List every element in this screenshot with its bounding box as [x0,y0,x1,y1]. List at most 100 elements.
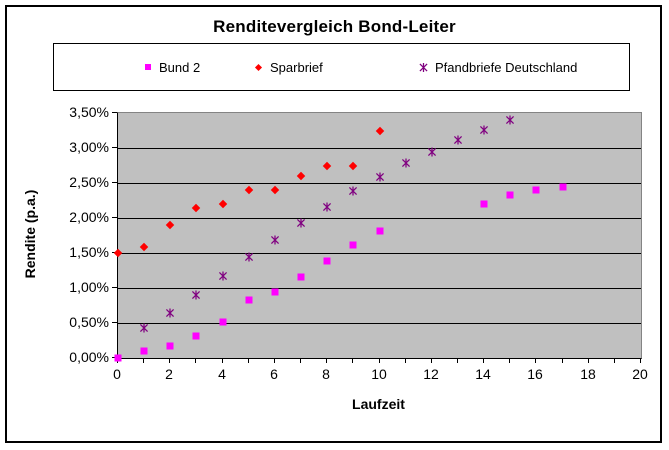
bund-2-data-point [166,342,174,350]
x-tick-label: 0 [113,366,121,382]
chart-border [5,5,662,443]
bund-2-data-point [376,227,383,235]
pfandbriefe-deutschland-data-point [453,135,462,145]
bund-2-data-point [323,257,331,265]
y-tick-label: 3,00% [69,139,109,155]
y-axis-tick [112,322,117,323]
bund-2-data-point [559,183,567,190]
y-tick-label: 1,50% [69,244,109,260]
x-axis-tick [562,359,563,363]
x-axis-tick [431,359,432,363]
pfandbriefe-deutschland-data-point [166,308,175,317]
star-marker-icon [418,62,429,73]
x-axis-tick [640,359,641,363]
x-axis-tick [274,359,275,363]
gridline [118,288,641,289]
y-tick-label: 3,50% [69,104,109,120]
sparbrief-data-point [322,161,332,170]
x-axis-tick [352,359,353,363]
y-tick-label: 0,00% [69,349,109,365]
bund-2-data-point [140,347,148,355]
chart-title: Renditevergleich Bond-Leiter [213,17,456,36]
bund-2-data-point [114,354,122,362]
x-tick-label: 4 [218,366,226,382]
x-tick-label: 8 [322,366,330,382]
x-tick-label: 18 [580,366,596,382]
x-axis-tick [143,359,144,363]
star-marker-icon [419,62,428,72]
pfandbriefe-deutschland-data-point [244,252,253,262]
x-axis-tick [535,359,536,363]
x-axis-tick [483,359,484,363]
legend: Bund 2 Sparbrief Pfandbriefe Deutschland [53,43,630,91]
bund-2-data-point [271,288,279,295]
sparbrief-data-point [244,185,253,195]
x-axis-tick [588,359,589,363]
x-axis-tick [405,359,406,363]
square-marker-icon [142,62,153,73]
square-marker-icon [144,64,151,70]
pfandbriefe-deutschland-data-point [349,186,358,196]
y-tick-label: 2,50% [69,174,109,190]
diamond-marker-icon [253,62,264,73]
legend-item-sparbrief: Sparbrief [253,44,323,90]
diamond-marker-icon [254,63,263,71]
sparbrief-data-point [296,171,306,181]
x-axis-tick [326,359,327,363]
x-axis-tick [509,359,510,363]
legend-item-pfandbriefe: Pfandbriefe Deutschland [418,44,577,90]
bund-2-data-point [349,241,357,249]
x-axis-tick [169,359,170,363]
x-tick-label: 16 [527,366,543,382]
x-tick-label: 2 [165,366,173,382]
pfandbriefe-deutschland-data-point [506,115,515,125]
x-axis-tick [457,359,458,363]
pfandbriefe-deutschland-data-point [375,172,384,182]
sparbrief-data-point [139,242,149,251]
gridline [118,253,641,254]
sparbrief-data-point [270,185,280,195]
pfandbriefe-deutschland-data-point [323,202,332,212]
y-tick-label: 1,00% [69,279,109,295]
pfandbriefe-deutschland-data-point [270,235,279,245]
gridline [118,218,641,219]
bund-2-data-point [480,200,488,208]
bund-2-data-point [192,332,200,340]
bund-2-data-point [245,296,253,304]
legend-label: Bund 2 [159,59,201,75]
legend-label: Pfandbriefe Deutschland [435,59,578,75]
pfandbriefe-deutschland-data-point [480,125,489,135]
sparbrief-data-point [192,203,201,212]
pfandbriefe-deutschland-data-point [192,290,201,300]
legend-label: Sparbrief [270,59,323,75]
x-tick-label: 6 [270,366,278,382]
x-axis-tick [195,359,196,363]
x-axis-tick [300,359,301,363]
sparbrief-data-point [349,161,358,170]
plot-area [113,112,642,362]
sparbrief-data-point [375,126,384,135]
pfandbriefe-deutschland-data-point [218,271,227,281]
gridline [118,148,641,149]
x-tick-label: 12 [423,366,439,382]
pfandbriefe-deutschland-data-point [297,218,306,228]
pfandbriefe-deutschland-data-point [427,147,436,156]
pfandbriefe-deutschland-data-point [401,158,410,168]
gridline [118,183,641,184]
x-axis-title: Laufzeit [352,396,405,412]
bund-2-data-point [297,273,305,281]
y-axis-tick [112,287,117,288]
sparbrief-data-point [166,220,175,230]
bund-2-data-point [506,191,514,199]
x-tick-label: 10 [371,366,387,382]
x-axis-tick [614,359,615,363]
x-axis-tick [248,359,249,363]
y-axis-tick [112,217,117,218]
bund-2-data-point [219,318,227,326]
x-tick-label: 14 [475,366,491,382]
gridline [118,323,641,324]
y-axis-tick [112,182,117,183]
x-axis-tick [222,359,223,363]
y-tick-label: 0,50% [69,314,109,330]
